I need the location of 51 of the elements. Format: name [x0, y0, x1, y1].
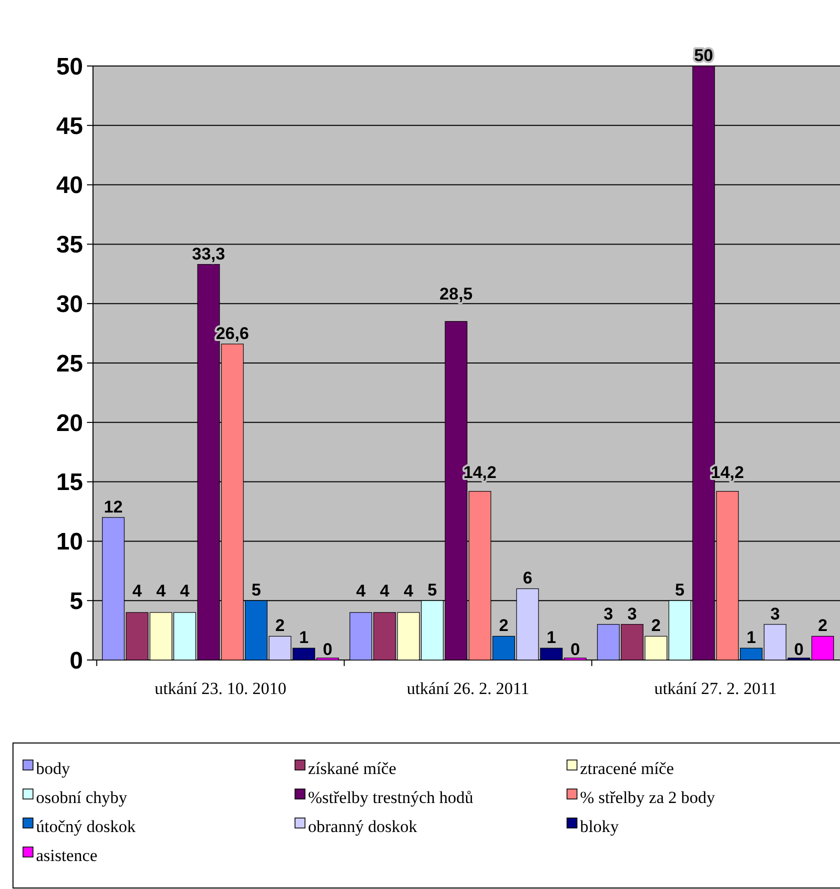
y-tick-label: 15 [56, 469, 83, 496]
y-tick-label: 25 [56, 350, 83, 378]
data-label: 3 [627, 604, 637, 624]
data-label: 50 [694, 46, 714, 65]
data-label: 1 [746, 628, 756, 648]
data-label: 3 [770, 604, 780, 624]
legend-label: získané míče [308, 759, 396, 778]
data-label: 5 [428, 580, 438, 600]
data-label: 2 [275, 616, 285, 636]
data-label: 4 [380, 582, 390, 601]
data-label: 5 [675, 580, 685, 600]
data-label: 4 [356, 582, 366, 601]
data-label: 1 [299, 628, 309, 648]
x-tick-label: utkání 23. 10. 2010 [154, 679, 286, 698]
data-label: 2 [651, 616, 661, 636]
data-label: 6 [522, 568, 532, 588]
data-label: 28,5 [440, 284, 473, 304]
y-tick-label: 10 [56, 528, 83, 556]
legend-label: %střelby trestných hodů [308, 788, 474, 807]
data-label: 4 [132, 582, 142, 601]
y-tick-label: 5 [70, 588, 83, 615]
legend-label: osobní chyby [36, 788, 128, 807]
legend-label: bloky [580, 817, 620, 836]
legend-label: ztracené míče [580, 759, 674, 778]
data-label: 5 [251, 580, 261, 600]
legend-label: asistence [36, 846, 98, 865]
data-label: 3 [604, 604, 614, 624]
x-tick-label: utkání 26. 2. 2011 [406, 679, 530, 698]
y-tick-label: 50 [56, 53, 83, 80]
y-tick-label: 30 [56, 291, 83, 318]
data-label: 33,3 [192, 244, 226, 264]
data-label: 2 [818, 616, 828, 636]
legend-label: body [36, 759, 70, 778]
y-tick-label: 45 [56, 112, 83, 140]
legend-label: útočný doskok [36, 817, 136, 836]
data-label: 4 [156, 582, 166, 601]
data-label: 0 [322, 640, 332, 659]
y-tick-label: 35 [56, 232, 83, 259]
data-label: 12 [104, 497, 123, 516]
data-label: 4 [404, 582, 414, 601]
data-label: 4 [180, 582, 190, 601]
y-tick-label: 40 [56, 172, 83, 200]
data-label: 0 [794, 640, 804, 659]
data-label: 2 [498, 616, 508, 636]
data-label: 1 [546, 628, 556, 648]
y-tick-label: 0 [70, 647, 83, 674]
y-tick-label: 20 [56, 410, 83, 437]
legend-label: obranný doskok [308, 817, 418, 836]
data-label: 0 [570, 640, 580, 659]
legend-label: % střelby za 2 body [580, 788, 716, 807]
x-tick-label: utkání 27. 2. 2011 [654, 679, 777, 698]
